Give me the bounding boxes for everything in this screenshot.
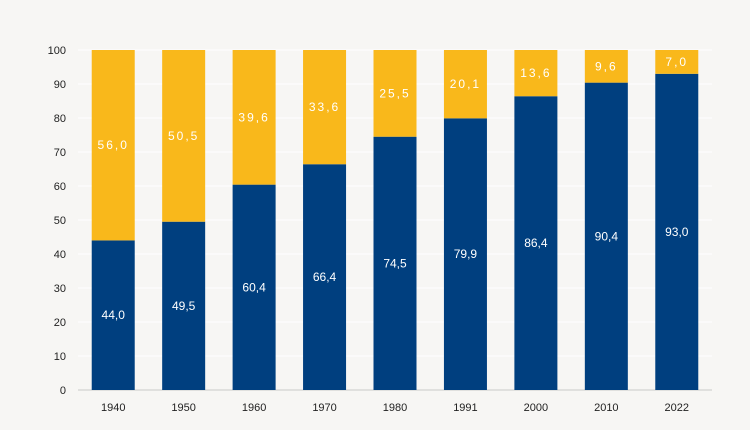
bar-segment-upper	[655, 50, 699, 74]
bar-segment-upper	[584, 50, 628, 83]
bar-segment-upper	[443, 50, 487, 119]
data-label: 13,6	[520, 66, 551, 80]
data-label: 39,6	[238, 110, 269, 124]
data-label: 33,6	[309, 100, 340, 114]
data-label: 25,5	[379, 86, 410, 100]
data-label: 50,5	[168, 129, 199, 143]
bar-segment-upper	[162, 50, 206, 222]
data-label: 56,0	[98, 138, 129, 152]
y-tick-label: 60	[54, 181, 66, 193]
x-tick-label: 1970	[312, 402, 336, 414]
bar-segment-lower	[514, 96, 558, 391]
bar-segment-lower	[443, 118, 487, 390]
x-axis: 1940 1950 1960 1970 1980 1991 2000 2010 2022	[101, 402, 689, 414]
x-tick-label: 1991	[453, 402, 477, 414]
data-label: 60,4	[242, 280, 266, 294]
data-label: 44,0	[102, 308, 126, 322]
bar-segment-lower	[655, 73, 699, 391]
bar-segment-upper	[514, 50, 558, 97]
bar-segment-lower	[584, 82, 628, 390]
bars: 44,0 56,0 49,5 50,5 60,4 39,6 66,4 33,6 74,5 25,5…	[91, 50, 699, 391]
y-tick-label: 80	[54, 113, 66, 125]
data-label: 90,4	[595, 229, 619, 243]
data-label: 74,5	[383, 256, 407, 270]
data-label: 66,4	[313, 270, 337, 284]
bar-segment-lower	[232, 184, 276, 390]
bar-segment-upper	[91, 50, 135, 241]
x-tick-label: 1940	[101, 402, 125, 414]
bar-segment-lower	[373, 136, 417, 390]
y-tick-label: 40	[54, 249, 66, 261]
bar-segment-lower	[162, 221, 206, 390]
data-label: 79,9	[454, 247, 478, 261]
bar-segment-upper	[232, 50, 276, 185]
bar-segment-upper	[373, 50, 417, 137]
bar-segment-lower	[303, 164, 347, 390]
y-axis: 0 10 20 30 40 50 60 70 80 90 100	[48, 45, 66, 397]
x-tick-label: 1950	[171, 402, 195, 414]
x-tick-label: 1960	[242, 402, 266, 414]
x-tick-label: 2010	[594, 402, 618, 414]
y-tick-label: 20	[54, 317, 66, 329]
bar-segment-upper	[303, 50, 347, 165]
y-tick-label: 50	[54, 215, 66, 227]
data-label: 86,4	[524, 236, 548, 250]
x-tick-label: 2022	[665, 402, 689, 414]
data-label: 7,0	[665, 55, 688, 69]
y-tick-label: 0	[60, 385, 66, 397]
y-tick-label: 70	[54, 147, 66, 159]
data-label: 49,5	[172, 299, 196, 313]
y-tick-label: 30	[54, 283, 66, 295]
y-tick-label: 10	[54, 351, 66, 363]
y-tick-label: 100	[48, 45, 66, 57]
x-tick-label: 1980	[383, 402, 407, 414]
bar-segment-lower	[91, 240, 135, 390]
data-label: 20,1	[450, 77, 481, 91]
data-label: 93,0	[665, 225, 689, 239]
data-label: 9,6	[595, 59, 618, 73]
x-tick-label: 2000	[524, 402, 548, 414]
y-tick-label: 90	[54, 79, 66, 91]
